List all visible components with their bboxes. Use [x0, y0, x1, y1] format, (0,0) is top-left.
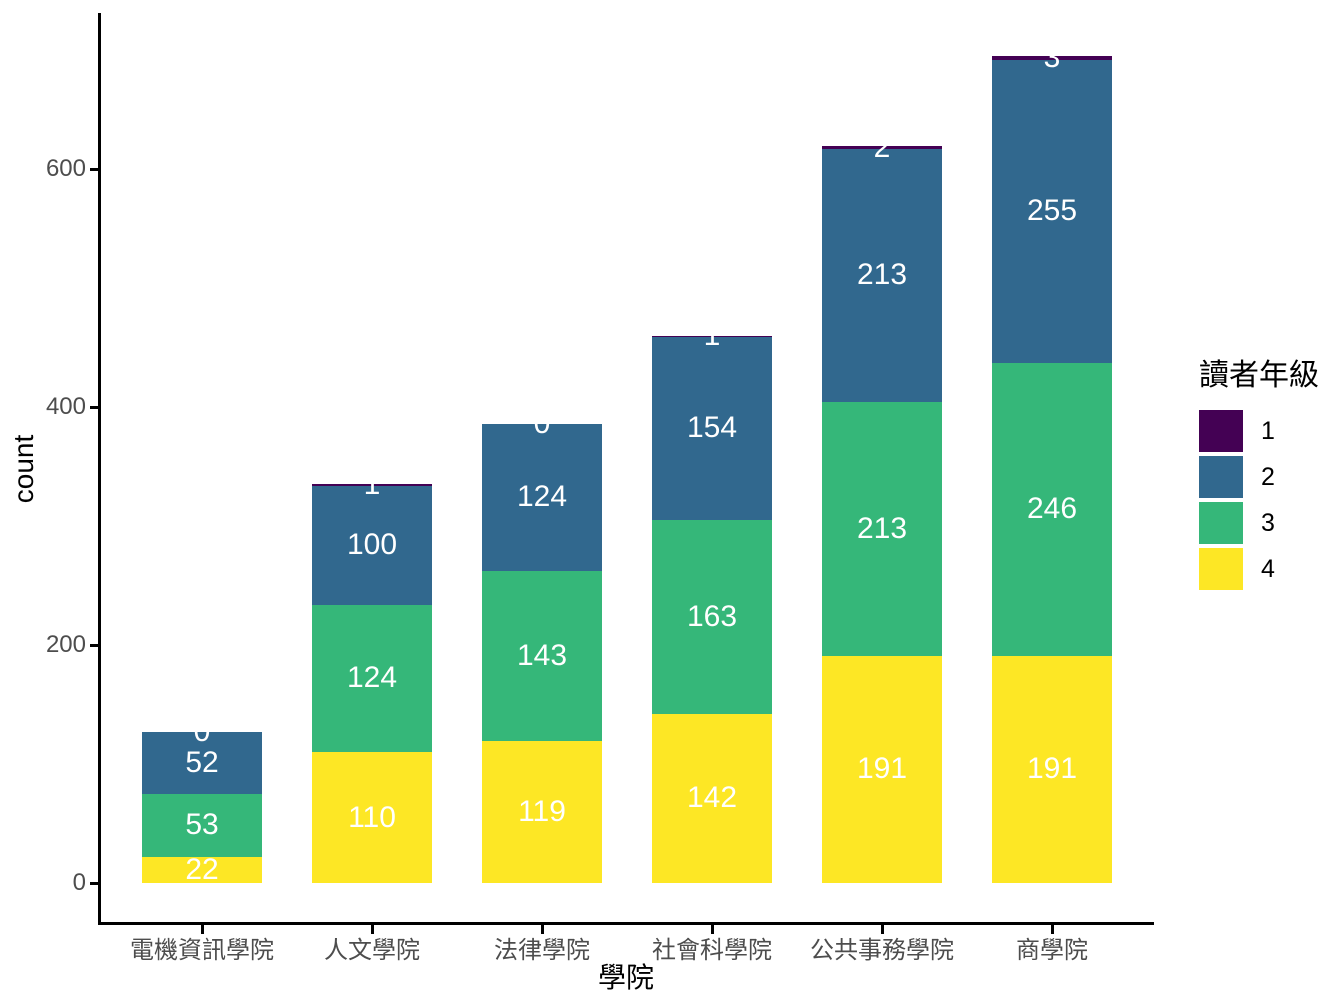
x-axis-tick-label: 社會科學院: [652, 937, 772, 964]
bar-column: 0 124 143 119: [482, 408, 602, 883]
bar-segment-label: 0: [193, 714, 211, 748]
bar-segment-label: 124: [516, 480, 568, 514]
legend-label: 3: [1261, 508, 1275, 537]
bar-segment-label: 246: [1026, 492, 1078, 526]
bar-segment-label: 0: [533, 406, 551, 440]
bar-segment-label: 3: [1043, 40, 1061, 74]
bar-column: 3 255 246 191: [992, 42, 1112, 883]
bar-segment-grade3: 143: [482, 571, 602, 742]
legend-swatch-3: [1199, 502, 1243, 544]
y-axis-tick: [90, 881, 98, 885]
legend-swatch-4: [1199, 548, 1243, 590]
bar-segment-grade1: 2: [822, 132, 942, 162]
bar-segment-grade2: 154: [652, 336, 772, 521]
legend-title: 讀者年級: [1199, 359, 1319, 392]
bar-segment-label: 1: [363, 467, 381, 501]
bar-segment-label: 191: [1026, 752, 1078, 786]
bar-segment-grade2: 52: [142, 731, 262, 794]
y-axis-tick: [90, 405, 98, 409]
bar-segment-label: 124: [346, 661, 398, 695]
bar-column: 2 213 213 191: [822, 132, 942, 883]
bar-segment-grade4: 191: [822, 655, 942, 883]
bar-segment-label: 213: [856, 511, 908, 545]
bar-segment-grade2: 255: [992, 59, 1112, 363]
x-axis-tick: [370, 925, 374, 934]
x-axis-title: 學院: [597, 962, 655, 993]
bar-segment-grade4: 191: [992, 655, 1112, 883]
bar-segment-label: 53: [185, 808, 219, 842]
y-axis-tick-label: 400: [45, 393, 86, 420]
bar-segment-grade1: 3: [992, 42, 1112, 72]
bar-segment-label: 163: [686, 600, 738, 634]
bar-segment-label: 110: [348, 800, 396, 834]
legend-items: 1 2 3 4: [1199, 410, 1319, 590]
bar-segment-label: 213: [856, 258, 908, 292]
bar-segment-label: 22: [185, 852, 219, 886]
bar-segment-grade1: 1: [312, 469, 432, 499]
legend-label: 2: [1261, 462, 1275, 491]
bar-segment-label: 255: [1026, 194, 1078, 228]
bar-segment-grade3: 53: [142, 793, 262, 857]
bar-segment-label: 191: [856, 752, 908, 786]
legend-item: 4: [1199, 548, 1319, 590]
bar-segment-grade4: 110: [312, 752, 432, 883]
bar-column: 0 52 53 22: [142, 716, 262, 886]
bar-segment-label: 119: [518, 795, 566, 829]
bar-segment-grade1: 1: [652, 321, 772, 351]
legend-item: 2: [1199, 456, 1319, 498]
bar-segment-label: 142: [686, 781, 738, 815]
y-axis-tick: [90, 167, 98, 171]
x-axis-tick-label: 法律學院: [494, 937, 590, 964]
bar-column: 1 154 163 142: [652, 321, 772, 883]
x-axis-tick: [880, 925, 884, 934]
bar-segment-grade3: 213: [822, 402, 942, 656]
plot-panel: [98, 13, 1154, 925]
bar-column: 1 100 124 110: [312, 469, 432, 883]
x-axis-tick: [540, 925, 544, 934]
bar-segment-grade4: 119: [482, 741, 602, 883]
x-axis-tick: [200, 925, 204, 934]
x-axis-tick-label: 商學院: [1016, 937, 1088, 964]
legend: 讀者年級 1 2 3 4: [1199, 350, 1319, 594]
bar-segment-grade2: 124: [482, 423, 602, 572]
bar-segment-label: 2: [873, 130, 891, 164]
legend-swatch-1: [1199, 410, 1243, 452]
bar-segment-grade4: 142: [652, 714, 772, 883]
y-axis-tick: [90, 643, 98, 647]
legend-item: 3: [1199, 502, 1319, 544]
x-axis-tick: [1050, 925, 1054, 934]
bar-segment-grade4: 22: [142, 852, 262, 886]
x-axis-tick-label: 電機資訊學院: [130, 937, 274, 964]
y-axis-tick-label: 200: [45, 631, 86, 658]
bar-segment-label: 1: [703, 319, 721, 353]
bar-segment-grade2: 213: [822, 148, 942, 403]
bar-segment-grade3: 246: [992, 362, 1112, 656]
x-axis-tick: [710, 925, 714, 934]
x-axis-tick-label: 人文學院: [324, 937, 420, 964]
y-axis-tick-label: 0: [72, 869, 86, 896]
bar-segment-grade2: 100: [312, 485, 432, 605]
legend-label: 4: [1261, 554, 1275, 583]
y-axis-tick-label: 600: [45, 155, 86, 182]
legend-item: 1: [1199, 410, 1319, 452]
x-axis-tick-label: 公共事務學院: [810, 937, 954, 964]
legend-label: 1: [1261, 416, 1275, 445]
y-axis-title: count: [8, 434, 39, 504]
bar-segment-label: 154: [686, 411, 738, 445]
bar-segment-label: 52: [185, 745, 219, 779]
legend-swatch-2: [1199, 456, 1243, 498]
bar-segment-grade3: 124: [312, 604, 432, 753]
bar-segment-label: 100: [346, 528, 398, 562]
bar-segment-grade3: 163: [652, 520, 772, 714]
bar-segment-label: 143: [516, 639, 568, 673]
